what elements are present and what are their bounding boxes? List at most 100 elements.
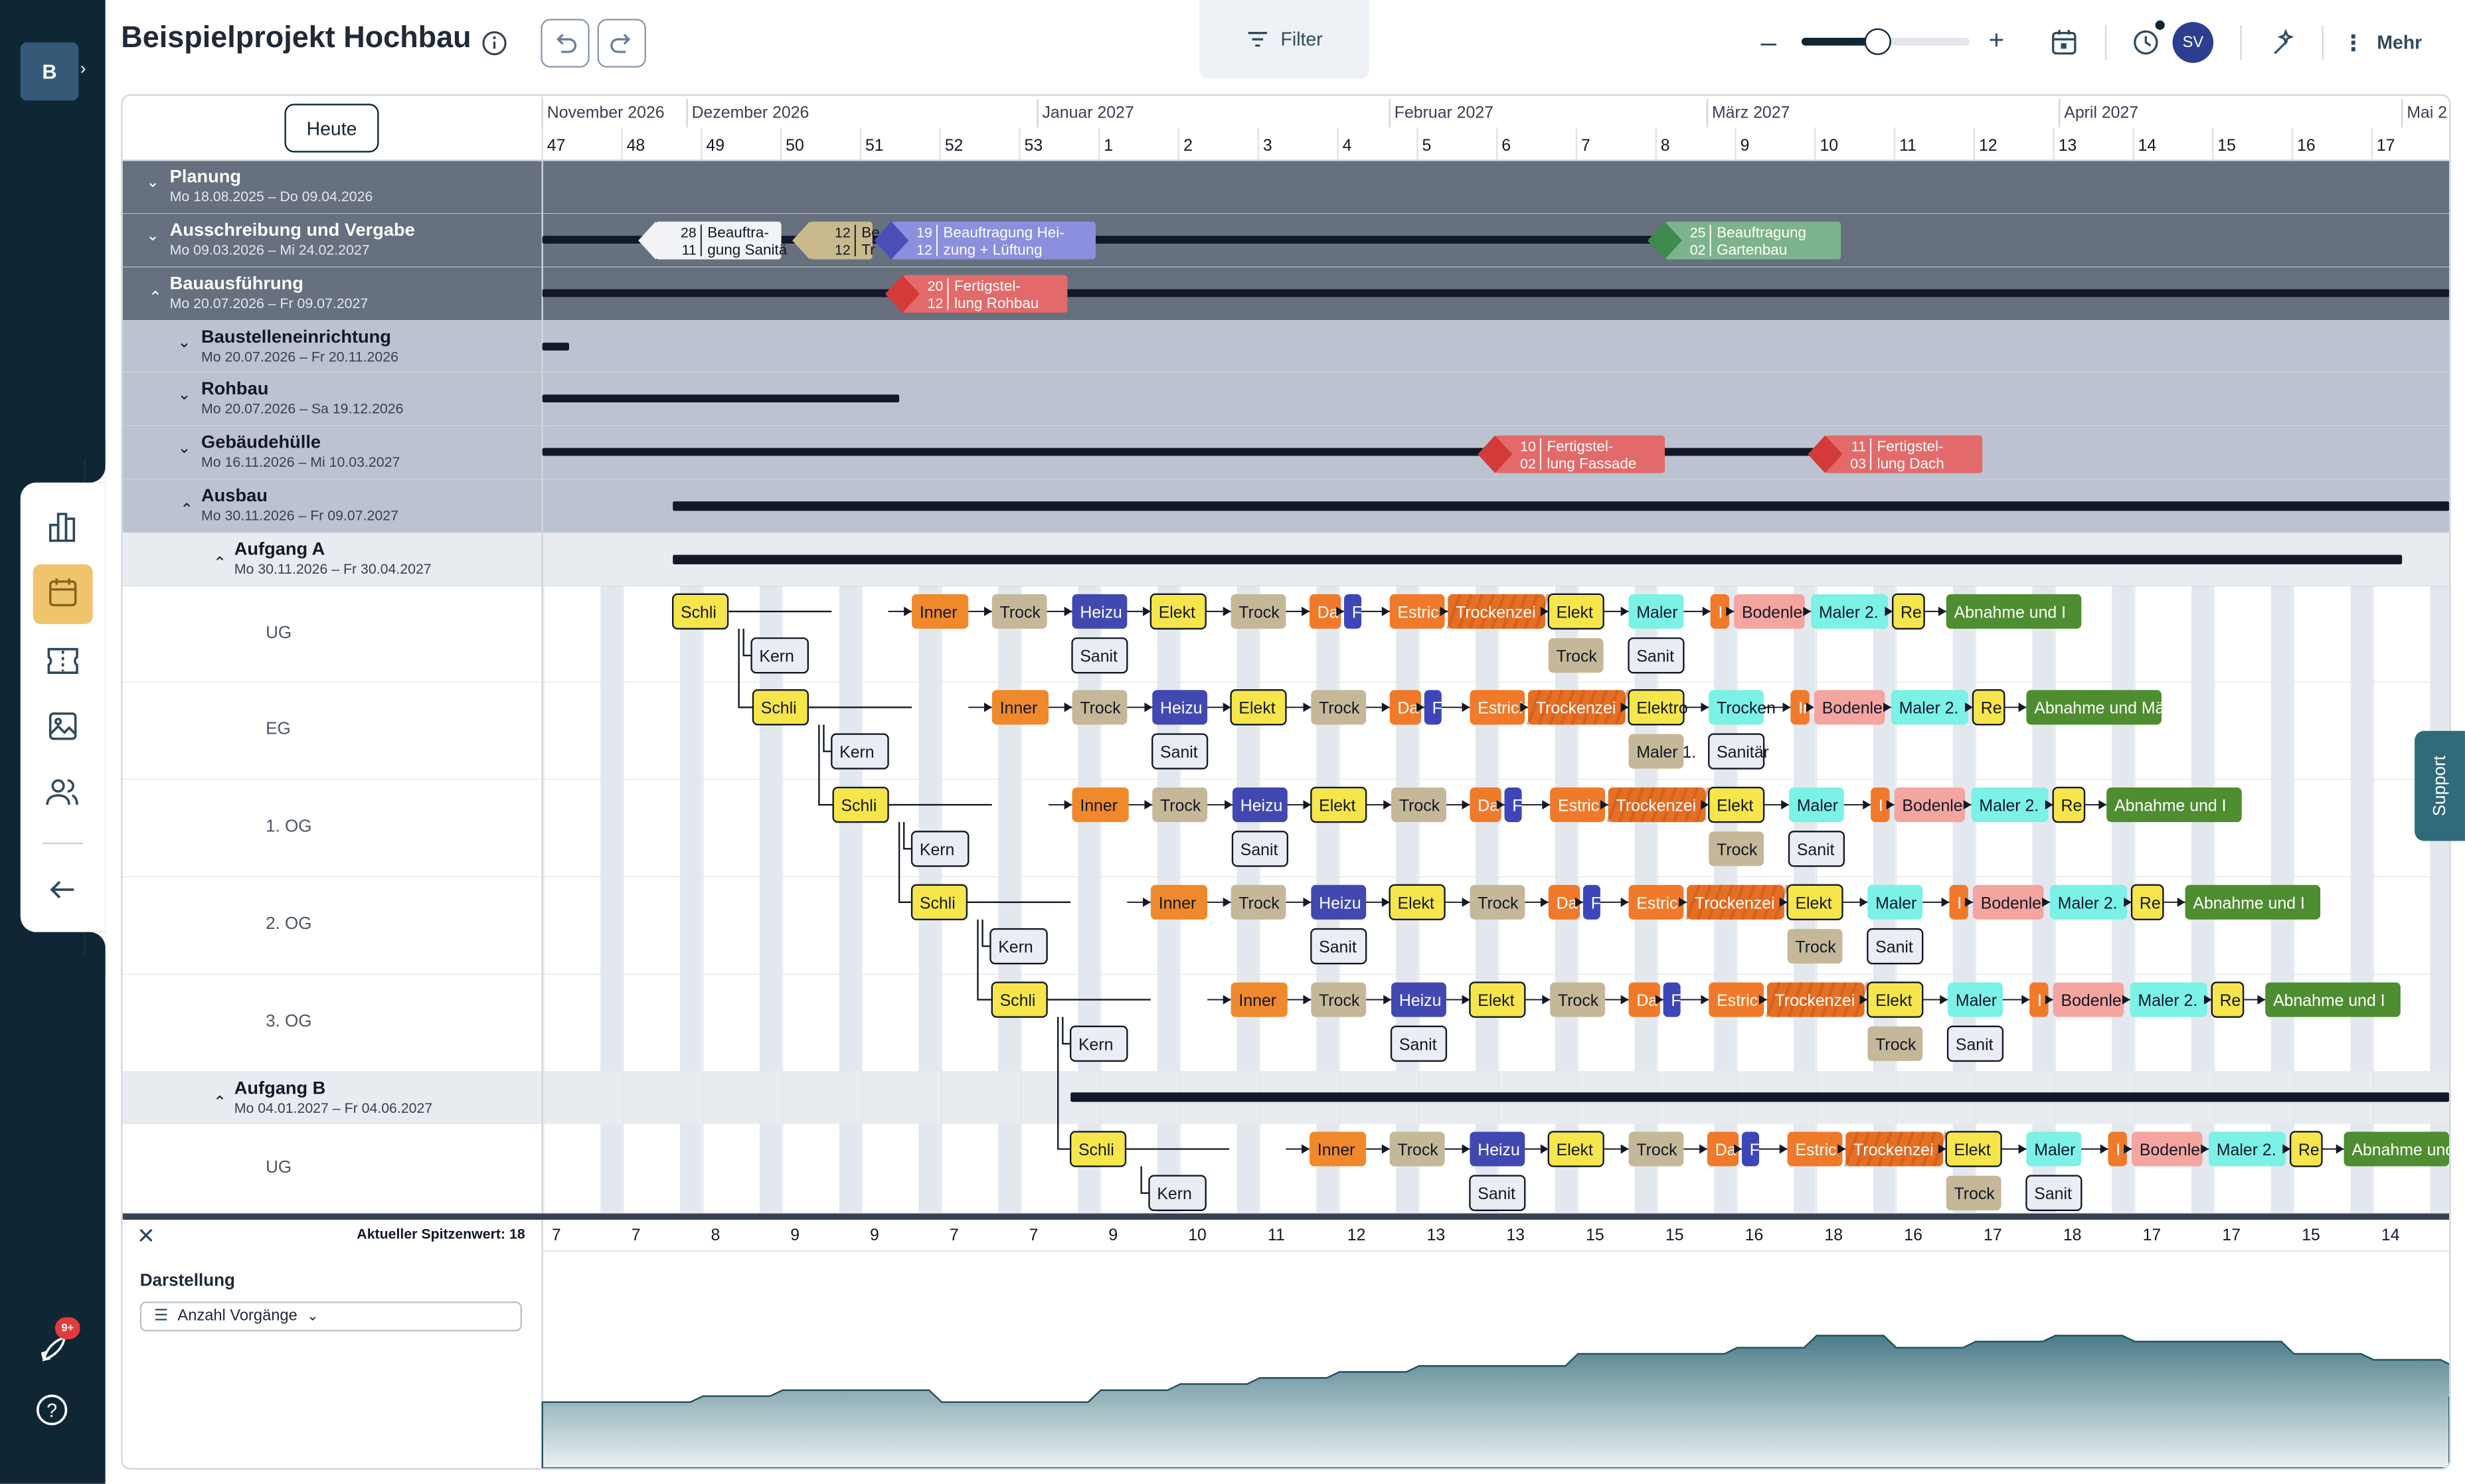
task-bar[interactable]: Re <box>2052 786 2086 823</box>
task-bar[interactable]: Maler <box>1948 982 2003 1017</box>
task-bar[interactable]: Heizu <box>1232 787 1288 823</box>
chevron-up-icon[interactable]: ⌄ <box>213 1090 226 1108</box>
task-bar[interactable]: F <box>1741 1131 1760 1167</box>
task-bar[interactable]: Trockenzei <box>1446 594 1551 629</box>
task-bar[interactable]: Abnahme und <box>2343 1131 2450 1167</box>
task-bar[interactable]: Maler 2. <box>2049 884 2127 920</box>
task-bar[interactable]: Trockenzei <box>1843 1131 1948 1167</box>
task-bar[interactable]: Trockenzei <box>1526 689 1630 726</box>
task-bar[interactable]: Maler <box>1867 884 1923 920</box>
task-bar[interactable]: Sanit <box>2025 1175 2082 1212</box>
task-bar[interactable]: Sanit <box>1071 637 1128 674</box>
chevron-down-icon[interactable]: ⌄ <box>177 440 191 457</box>
task-bar[interactable]: Trockenzei <box>1685 884 1789 920</box>
task-bar[interactable]: Bodenle <box>1972 884 2044 920</box>
task-bar[interactable]: Heizu <box>1152 690 1208 725</box>
task-bar[interactable]: Re <box>1972 689 2005 726</box>
task-bar[interactable]: Trocken <box>1709 690 1776 725</box>
task-bar[interactable]: Maler 2. <box>2130 982 2207 1017</box>
task-bar[interactable]: Bodenle <box>1814 690 1885 725</box>
row-label[interactable]: ⌄ Baustelleneinrichtung Mo 20.07.2026 – Fr… <box>123 321 541 372</box>
task-bar[interactable]: Trock <box>1548 638 1604 673</box>
history-icon[interactable] <box>2130 27 2162 58</box>
task-bar[interactable]: Elekt <box>1786 884 1843 921</box>
task-bar[interactable]: Da <box>1389 690 1422 725</box>
info-icon[interactable] <box>481 30 507 56</box>
chevron-down-icon[interactable]: ⌄ <box>177 386 191 404</box>
more-menu-button[interactable]: ⋮ Mehr <box>2342 27 2436 58</box>
task-bar[interactable]: Trock <box>991 594 1047 629</box>
task-bar[interactable]: Trock <box>1470 884 1525 920</box>
task-bar[interactable]: Inner <box>1231 982 1288 1017</box>
task-bar[interactable]: Schli <box>1069 1131 1127 1167</box>
undo-button[interactable] <box>541 19 590 68</box>
task-bar[interactable]: I <box>2029 982 2049 1017</box>
task-bar[interactable]: Schli <box>832 786 889 823</box>
task-bar[interactable]: Maler 2. <box>2209 1131 2286 1167</box>
task-bar[interactable]: Sanit <box>1946 1025 2004 1062</box>
task-bar[interactable]: Elekt <box>1389 884 1446 921</box>
task-bar[interactable]: F <box>1663 982 1681 1017</box>
task-bar[interactable]: F <box>1424 690 1442 725</box>
task-bar[interactable]: Heizu <box>1311 884 1367 920</box>
zoom-out-icon[interactable]: – <box>1760 27 1777 58</box>
task-bar[interactable]: Inner <box>912 594 969 629</box>
milestone[interactable]: 25 02 Beauftragung Gartenbau <box>1647 221 1841 260</box>
task-bar[interactable]: Inner <box>1072 787 1129 823</box>
task-bar[interactable]: Sanit <box>1231 831 1289 867</box>
task-bar[interactable]: Trockenzei <box>1765 981 1869 1018</box>
task-bar[interactable]: Kern <box>831 733 889 770</box>
task-bar[interactable]: Trock <box>1231 594 1286 629</box>
task-bar[interactable]: Maler 1. <box>1628 734 1697 769</box>
chevron-up-icon[interactable]: ⌄ <box>180 498 194 516</box>
task-bar[interactable]: I <box>2108 1131 2127 1167</box>
task-bar[interactable]: Elekt <box>1547 1131 1604 1167</box>
task-bar[interactable]: F <box>1504 787 1523 823</box>
milestone[interactable]: 28 11 Beauftra-gung Sanitä <box>638 221 788 260</box>
task-bar[interactable]: Trock <box>1787 929 1843 964</box>
task-bar[interactable]: Trock <box>1311 690 1367 725</box>
task-bar[interactable]: Heizu <box>1391 982 1446 1017</box>
task-bar[interactable]: Bodenle <box>1894 787 1966 823</box>
sidebar-item-team[interactable] <box>33 764 93 821</box>
task-bar[interactable]: Maler <box>2026 1131 2082 1167</box>
task-bar[interactable]: Re <box>1892 593 1925 630</box>
task-bar[interactable]: Elekt <box>1708 786 1765 823</box>
task-bar[interactable]: Bodenle <box>2132 1131 2203 1167</box>
task-bar[interactable]: Elekt <box>1945 1131 2002 1167</box>
task-bar[interactable]: Maler 2. <box>1971 787 2049 823</box>
task-bar[interactable]: Schli <box>910 884 968 921</box>
task-bar[interactable]: I <box>1710 594 1730 629</box>
today-button[interactable]: Heute <box>284 104 379 153</box>
zoom-slider[interactable] <box>1801 28 1970 55</box>
task-bar[interactable]: Bodenle <box>1734 594 1805 629</box>
task-bar[interactable]: Trock <box>1709 831 1764 866</box>
task-bar[interactable]: Kern <box>1148 1175 1207 1212</box>
task-bar[interactable]: Maler <box>1788 787 1844 823</box>
sidebar-item-tickets[interactable] <box>33 632 93 689</box>
task-bar[interactable]: Heizu <box>1470 1131 1525 1167</box>
row-label[interactable]: 2. OG <box>123 877 541 975</box>
task-bar[interactable]: Elektro <box>1628 689 1688 726</box>
row-label[interactable]: ⌄ Gebäudehülle Mo 16.11.2026 – Mi 10.03.20… <box>123 426 541 479</box>
row-label[interactable]: ⌄ Aufgang B Mo 04.01.2027 – Fr 04.06.2027 <box>123 1072 541 1123</box>
task-bar[interactable]: Da <box>1628 982 1660 1017</box>
task-bar[interactable]: Elekt <box>1149 593 1207 630</box>
task-bar[interactable]: Re <box>2289 1131 2323 1167</box>
ai-sparkle-icon[interactable] <box>2265 27 2296 58</box>
task-bar[interactable]: Estric <box>1628 884 1684 920</box>
task-bar[interactable]: Abnahme und I <box>1946 594 2082 629</box>
task-bar[interactable]: Trock <box>1867 1026 1923 1061</box>
task-bar[interactable]: Sanitär <box>1708 733 1769 770</box>
task-bar[interactable]: Kern <box>989 928 1048 965</box>
chevron-up-icon[interactable]: ⌄ <box>148 286 162 303</box>
task-bar[interactable]: Bodenle <box>2053 982 2124 1017</box>
task-bar[interactable]: Kern <box>1069 1025 1128 1062</box>
sidebar-item-dashboard[interactable] <box>33 498 93 554</box>
task-bar[interactable]: Trock <box>1391 787 1446 823</box>
task-bar[interactable]: Heizu <box>1072 594 1128 629</box>
expand-sidebar-chevron-icon[interactable]: › <box>80 59 86 79</box>
task-bar[interactable]: Sanit <box>1151 733 1209 770</box>
task-bar[interactable]: Abnahme und I <box>2185 884 2321 920</box>
task-bar[interactable]: Inner <box>1150 884 1208 920</box>
